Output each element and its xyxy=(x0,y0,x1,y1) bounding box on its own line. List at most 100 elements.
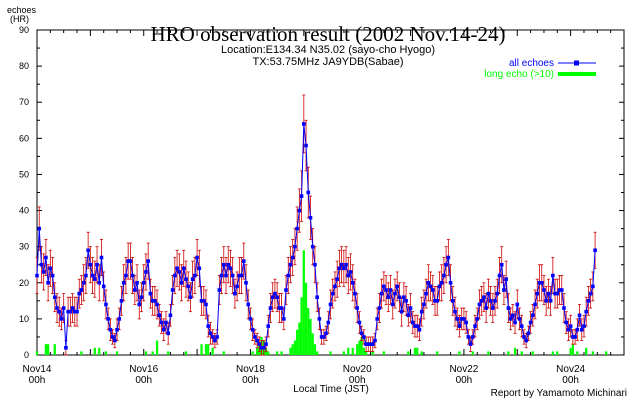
all-echoes-point xyxy=(66,309,70,314)
all-echoes-point xyxy=(504,277,508,281)
all-echoes-point xyxy=(139,295,144,300)
all-echoes-point xyxy=(70,306,75,310)
all-echoes-point xyxy=(353,291,357,296)
all-echoes-point xyxy=(306,190,311,195)
long-echo-bar xyxy=(364,351,368,355)
all-echoes-point xyxy=(319,335,324,339)
all-echoes-point xyxy=(537,280,542,285)
all-echoes-point xyxy=(437,284,442,289)
all-echoes-point xyxy=(377,306,382,310)
long-echo-bar xyxy=(47,344,50,355)
all-echoes-point xyxy=(593,248,597,253)
long-echo-bar xyxy=(358,340,361,355)
long-echo-bar xyxy=(300,297,303,355)
all-echoes-point xyxy=(526,331,531,336)
all-echoes-point xyxy=(250,327,255,332)
legend-label-all-echoes: all echoes xyxy=(509,58,554,69)
all-echoes-point xyxy=(255,338,259,343)
all-echoes-point xyxy=(395,284,399,289)
all-echoes-point xyxy=(150,299,155,303)
all-echoes-point xyxy=(446,255,451,260)
long-echo-bar xyxy=(35,351,39,355)
all-echoes-point xyxy=(173,273,177,278)
all-echoes-point xyxy=(293,244,297,249)
all-echoes-point xyxy=(390,302,395,307)
all-echoes-point xyxy=(277,306,282,310)
all-echoes-point xyxy=(344,262,348,267)
all-echoes-point xyxy=(39,262,44,267)
long-echo-bar xyxy=(371,351,374,355)
long-echo-bar xyxy=(458,351,461,355)
all-echoes-point xyxy=(228,266,233,271)
all-echoes-point xyxy=(302,122,306,126)
long-echo-bar xyxy=(351,347,354,355)
chart-subtitle-location: Location:E134.34 N35.02 (sayo-cho Hyogo) xyxy=(221,44,435,56)
all-echoes-point xyxy=(428,284,433,289)
all-echoes-point xyxy=(455,317,460,321)
x-tick-label-time: 00h xyxy=(562,375,579,386)
all-echoes-point xyxy=(577,313,582,318)
long-echo-bar xyxy=(267,351,270,355)
all-echoes-point xyxy=(226,262,231,267)
all-echoes-point xyxy=(359,331,364,336)
x-tick-label-date: Nov16 xyxy=(129,364,158,375)
all-echoes-point xyxy=(384,288,388,292)
all-echoes-point xyxy=(246,302,251,307)
all-echoes-point xyxy=(84,273,88,278)
all-echoes-point xyxy=(450,299,455,303)
x-tick-label-date: Nov24 xyxy=(556,364,585,375)
all-echoes-point xyxy=(533,302,537,307)
all-echoes-point xyxy=(528,320,533,325)
all-echoes-point xyxy=(586,299,591,303)
all-echoes-point xyxy=(424,291,428,296)
all-echoes-point xyxy=(86,248,90,253)
x-tick-label-date: Nov14 xyxy=(23,364,52,375)
all-echoes-point xyxy=(259,345,264,350)
long-echo-bar xyxy=(256,347,259,355)
all-echoes-point xyxy=(430,288,435,292)
all-echoes-point xyxy=(206,324,211,328)
all-echoes-point xyxy=(562,306,566,310)
all-echoes-point xyxy=(37,226,42,231)
all-echoes-point xyxy=(164,320,168,325)
all-echoes-point xyxy=(179,280,184,285)
all-echoes-point xyxy=(453,309,457,314)
all-echoes-point xyxy=(410,320,415,325)
long-echo-bar xyxy=(356,344,359,355)
all-echoes-point xyxy=(153,299,157,303)
all-echoes-point xyxy=(115,327,119,332)
all-echoes-point xyxy=(382,284,386,289)
all-echoes-point xyxy=(462,317,466,321)
all-echoes-point xyxy=(553,291,557,296)
long-echo-bar xyxy=(167,351,170,355)
all-echoes-point xyxy=(335,277,339,281)
all-echoes-point xyxy=(459,317,464,321)
all-echoes-point xyxy=(519,324,524,328)
all-echoes-point xyxy=(188,295,193,300)
all-echoes-point xyxy=(308,215,313,220)
all-echoes-point xyxy=(204,302,208,307)
all-echoes-point xyxy=(197,266,202,271)
all-echoes-point xyxy=(201,299,206,303)
all-echoes-point xyxy=(113,338,117,343)
long-echo-bar xyxy=(280,351,283,355)
long-echo-bar xyxy=(311,333,314,355)
all-echoes-point xyxy=(133,288,137,292)
all-echoes-point xyxy=(506,306,511,310)
long-echo-bar xyxy=(605,351,608,355)
long-echo-bar xyxy=(313,344,317,355)
all-echoes-point xyxy=(466,335,471,339)
long-echo-bar xyxy=(44,344,48,355)
all-echoes-point xyxy=(268,306,273,310)
all-echoes-point xyxy=(110,335,115,339)
all-echoes-point xyxy=(362,335,366,339)
all-echoes-point xyxy=(297,208,302,213)
all-echoes-point xyxy=(546,291,551,296)
all-echoes-point xyxy=(299,194,304,198)
all-echoes-point xyxy=(248,317,253,321)
chart-title: HRO observation result (2002 Nov.14-24) xyxy=(150,22,505,46)
all-echoes-point xyxy=(266,324,271,328)
all-echoes-point xyxy=(548,299,553,303)
all-echoes-point xyxy=(535,291,540,296)
all-echoes-point xyxy=(124,273,128,278)
